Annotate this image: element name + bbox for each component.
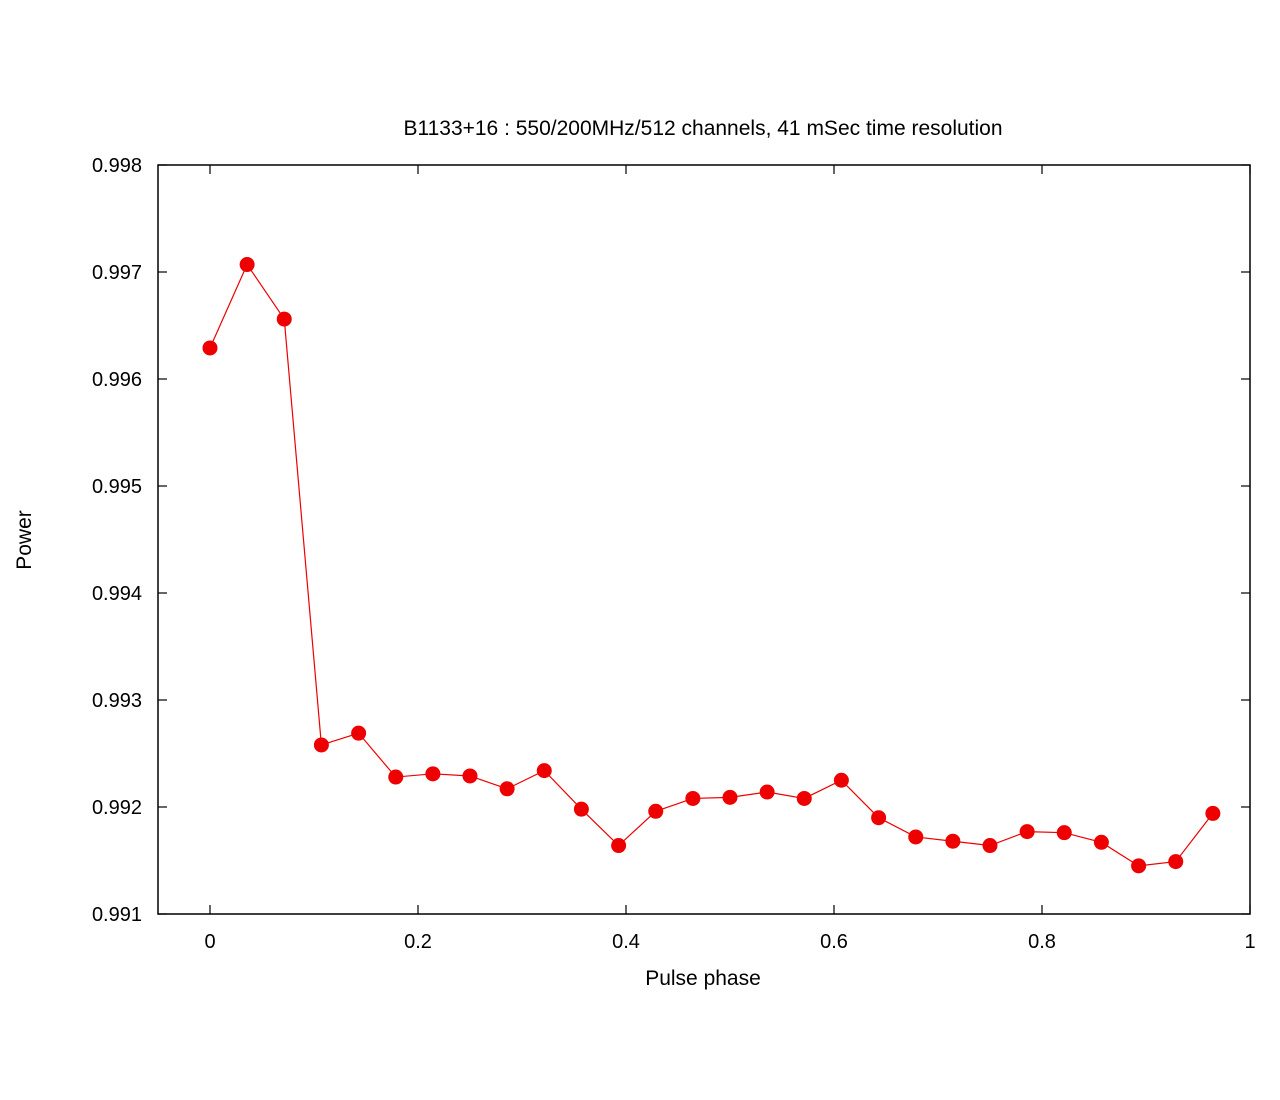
data-point xyxy=(1093,834,1109,850)
data-point xyxy=(611,838,627,854)
data-point xyxy=(1056,825,1072,841)
data-series xyxy=(202,257,1221,874)
data-point xyxy=(573,801,589,817)
data-point xyxy=(388,769,404,785)
data-point xyxy=(871,810,887,826)
y-axis-ticks: 0.991 0.992 0.993 0.994 0.995 0.996 0.997 0.998 xyxy=(92,155,1250,926)
data-point xyxy=(1205,805,1221,821)
x-tick-label: 0 xyxy=(204,931,215,953)
y-tick-label: 0.993 xyxy=(92,690,142,712)
data-point xyxy=(536,763,552,779)
y-tick-label: 0.994 xyxy=(92,583,142,605)
data-point xyxy=(722,789,738,805)
data-point xyxy=(351,725,367,741)
y-tick-label: 0.997 xyxy=(92,262,142,284)
x-tick-label: 0.8 xyxy=(1028,931,1056,953)
data-point xyxy=(759,784,775,800)
data-point xyxy=(276,311,292,327)
data-point xyxy=(462,768,478,784)
data-point xyxy=(1168,854,1184,870)
data-point xyxy=(425,766,441,782)
x-axis-ticks: 0 0.2 0.4 0.6 0.8 1 xyxy=(204,165,1256,953)
x-tick-label: 0.4 xyxy=(612,931,640,953)
data-point xyxy=(945,833,961,849)
data-point xyxy=(982,838,998,854)
data-point xyxy=(685,790,701,806)
plot-frame xyxy=(157,164,1251,915)
y-tick-label: 0.995 xyxy=(92,476,142,498)
y-tick-label: 0.991 xyxy=(92,904,142,926)
data-point xyxy=(1019,824,1035,840)
y-axis-label: Power xyxy=(13,510,36,570)
data-point xyxy=(202,340,218,356)
data-point xyxy=(1131,858,1147,874)
y-tick-label: 0.996 xyxy=(92,369,142,391)
y-tick-label: 0.998 xyxy=(92,155,142,177)
x-tick-label: 0.2 xyxy=(404,931,432,953)
x-axis-label: Pulse phase xyxy=(645,967,761,990)
data-point xyxy=(908,829,924,845)
data-point xyxy=(833,772,849,788)
data-point xyxy=(648,803,664,819)
x-tick-label: 0.6 xyxy=(820,931,848,953)
x-tick-label: 1 xyxy=(1244,931,1255,953)
data-point xyxy=(796,790,812,806)
y-tick-label: 0.992 xyxy=(92,797,142,819)
data-point xyxy=(499,781,515,797)
data-point xyxy=(313,737,329,753)
chart-title: B1133+16 : 550/200MHz/512 channels, 41 m… xyxy=(403,117,1002,140)
series-line xyxy=(209,263,1214,867)
data-point xyxy=(239,257,255,273)
